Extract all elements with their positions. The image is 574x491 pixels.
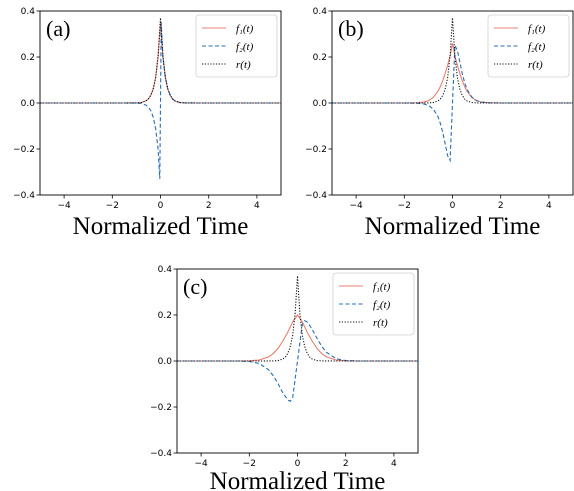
legend-label-0: f₁(t) [236, 23, 254, 35]
panel-label: (b) [338, 16, 364, 41]
y-tick-label: −0.4 [150, 449, 172, 459]
series-line-0 [177, 314, 418, 362]
panel-c: −4 −2 0 2 4 −0.4 −0.2 0.0 0.2 0.4 (c) Normalized Ti… [150, 265, 419, 491]
x-tick-label: 4 [391, 459, 397, 469]
legend-label-2: r(t) [528, 59, 543, 71]
y-tick-label: 0.2 [313, 53, 327, 63]
panel-label: (c) [183, 274, 207, 299]
x-tick-label: 0 [295, 459, 301, 469]
x-axis-title: Normalized Time [210, 468, 386, 491]
legend-box [332, 272, 415, 336]
panel-b: −4 −2 0 2 4 −0.4 −0.2 0.0 0.2 0.4 (b) Normalized Ti… [305, 7, 574, 240]
x-tick-label: −2 [243, 459, 256, 469]
y-tick-label: −0.2 [13, 145, 35, 155]
x-tick-label: −4 [57, 201, 71, 211]
panel-label: (a) [46, 16, 70, 41]
x-tick-label: 4 [546, 201, 552, 211]
y-tick-label: −0.2 [150, 403, 172, 413]
legend-label-0: f₁(t) [373, 281, 391, 293]
y-tick-label: −0.2 [305, 145, 327, 155]
y-tick-label: 0.2 [21, 53, 35, 63]
y-tick-label: 0.4 [313, 7, 328, 17]
y-tick-label: 0.0 [158, 357, 173, 367]
x-tick-label: −2 [106, 201, 119, 211]
x-axis-title: Normalized Time [365, 213, 541, 240]
legend-label-0: f₁(t) [528, 23, 546, 35]
x-tick-label: 2 [498, 201, 504, 211]
series-line-1 [332, 43, 573, 163]
legend-label-2: r(t) [373, 317, 388, 329]
x-tick-label: 2 [206, 201, 212, 211]
legend-label-2: r(t) [236, 59, 251, 71]
legend-box [195, 14, 278, 78]
y-tick-label: 0.0 [21, 99, 36, 109]
x-tick-label: −4 [349, 201, 363, 211]
x-axis-title: Normalized Time [73, 213, 249, 240]
panel-a: −4 −2 0 2 4 −0.4 −0.2 0.0 0.2 0.4 (a) Normalized Ti… [13, 7, 282, 240]
legend-label-1: f₂(t) [373, 299, 391, 311]
series-line-1 [40, 22, 281, 179]
y-tick-label: 0.4 [21, 7, 36, 17]
y-tick-label: −0.4 [13, 191, 35, 201]
x-tick-label: 0 [158, 201, 164, 211]
legend-box [487, 14, 570, 78]
x-tick-label: 2 [343, 459, 349, 469]
x-tick-label: 4 [254, 201, 260, 211]
x-tick-label: −4 [194, 459, 208, 469]
x-tick-label: −2 [398, 201, 411, 211]
legend-label-1: f₂(t) [236, 41, 254, 53]
y-tick-label: 0.4 [158, 265, 173, 275]
y-tick-label: −0.4 [305, 191, 327, 201]
x-tick-label: 0 [450, 201, 456, 211]
y-tick-label: 0.2 [158, 311, 172, 321]
y-tick-label: 0.0 [313, 99, 328, 109]
legend-label-1: f₂(t) [528, 41, 546, 53]
